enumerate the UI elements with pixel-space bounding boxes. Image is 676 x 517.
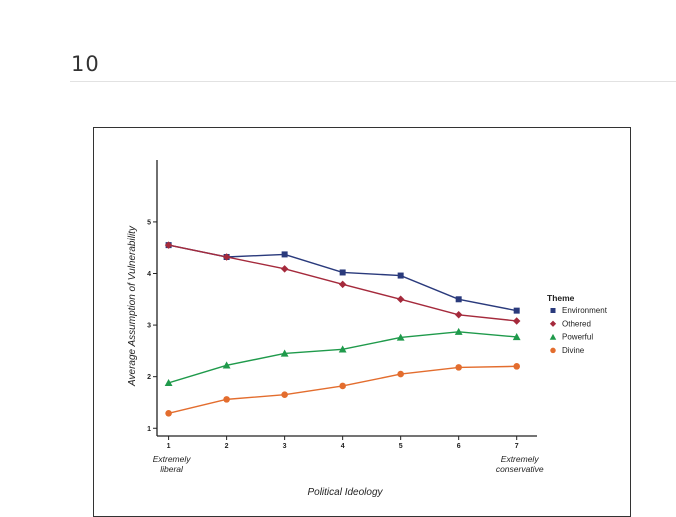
y-axis-title: Average Assumption of Vulnerability <box>127 225 138 387</box>
series-othered <box>164 241 521 325</box>
y-tick-label: 2 <box>147 374 151 381</box>
x-endpoint-label: Extremely <box>153 454 192 464</box>
y-tick-label: 3 <box>147 323 151 330</box>
chart-series <box>164 241 521 417</box>
page-number: 10 <box>71 52 100 76</box>
x-tick-label: 4 <box>341 443 345 450</box>
legend-label: Othered <box>562 319 591 328</box>
data-point-powerful <box>338 345 347 353</box>
x-tick-label: 7 <box>515 443 519 450</box>
data-point-powerful <box>164 378 173 386</box>
y-tick-label: 1 <box>147 426 151 433</box>
x-tick-label: 2 <box>225 443 229 450</box>
legend-marker-divine <box>550 347 556 354</box>
y-tick-label: 4 <box>147 271 151 278</box>
data-point-divine <box>281 391 288 399</box>
header-divider <box>70 81 676 82</box>
x-tick-label: 5 <box>399 443 403 450</box>
x-endpoint-label: conservative <box>496 464 544 474</box>
data-point-othered <box>222 253 231 261</box>
y-tick-label: 5 <box>147 219 151 226</box>
data-point-powerful <box>512 333 521 341</box>
data-point-divine <box>339 382 346 390</box>
data-point-divine <box>223 396 230 403</box>
x-tick-label: 3 <box>283 443 287 450</box>
x-endpoint-label: liberal <box>160 464 184 474</box>
legend-title: Theme <box>547 293 575 303</box>
series-divine <box>165 363 520 417</box>
series-line-environment <box>168 244 517 312</box>
data-point-powerful <box>222 361 231 369</box>
series-line-powerful <box>168 331 517 384</box>
legend-marker-powerful <box>549 333 557 340</box>
data-point-environment <box>397 272 404 279</box>
data-point-powerful <box>280 349 289 357</box>
data-point-powerful <box>396 333 405 341</box>
data-point-othered <box>338 280 347 289</box>
data-point-powerful <box>454 327 463 335</box>
legend-label: Divine <box>562 346 585 355</box>
data-point-othered <box>164 241 173 249</box>
figure-frame <box>93 127 631 517</box>
series-line-divine <box>168 365 517 414</box>
data-point-divine <box>455 364 462 371</box>
data-point-othered <box>512 317 521 325</box>
data-point-environment <box>339 269 346 276</box>
data-point-divine <box>513 363 520 370</box>
data-point-othered <box>396 295 405 304</box>
x-endpoint-label: Extremely <box>501 454 540 464</box>
data-point-environment <box>513 307 520 314</box>
data-point-environment <box>281 251 288 258</box>
legend-label: Powerful <box>562 333 593 342</box>
legend-label: Environment <box>562 306 608 315</box>
legend-marker-environment <box>550 308 556 313</box>
series-environment <box>165 242 520 314</box>
data-point-othered <box>280 265 289 273</box>
data-point-divine <box>397 370 404 378</box>
data-point-othered <box>454 311 463 319</box>
legend-marker-othered <box>549 320 557 327</box>
x-axis-title: Political Ideology <box>307 487 383 498</box>
series-powerful <box>164 327 521 386</box>
data-point-divine <box>165 410 172 417</box>
x-tick-label: 6 <box>457 443 461 450</box>
chart-legend: Theme Environment Othered Powerful Divine <box>547 293 608 355</box>
data-point-environment <box>455 296 462 303</box>
x-tick-label: 1 <box>167 443 171 450</box>
